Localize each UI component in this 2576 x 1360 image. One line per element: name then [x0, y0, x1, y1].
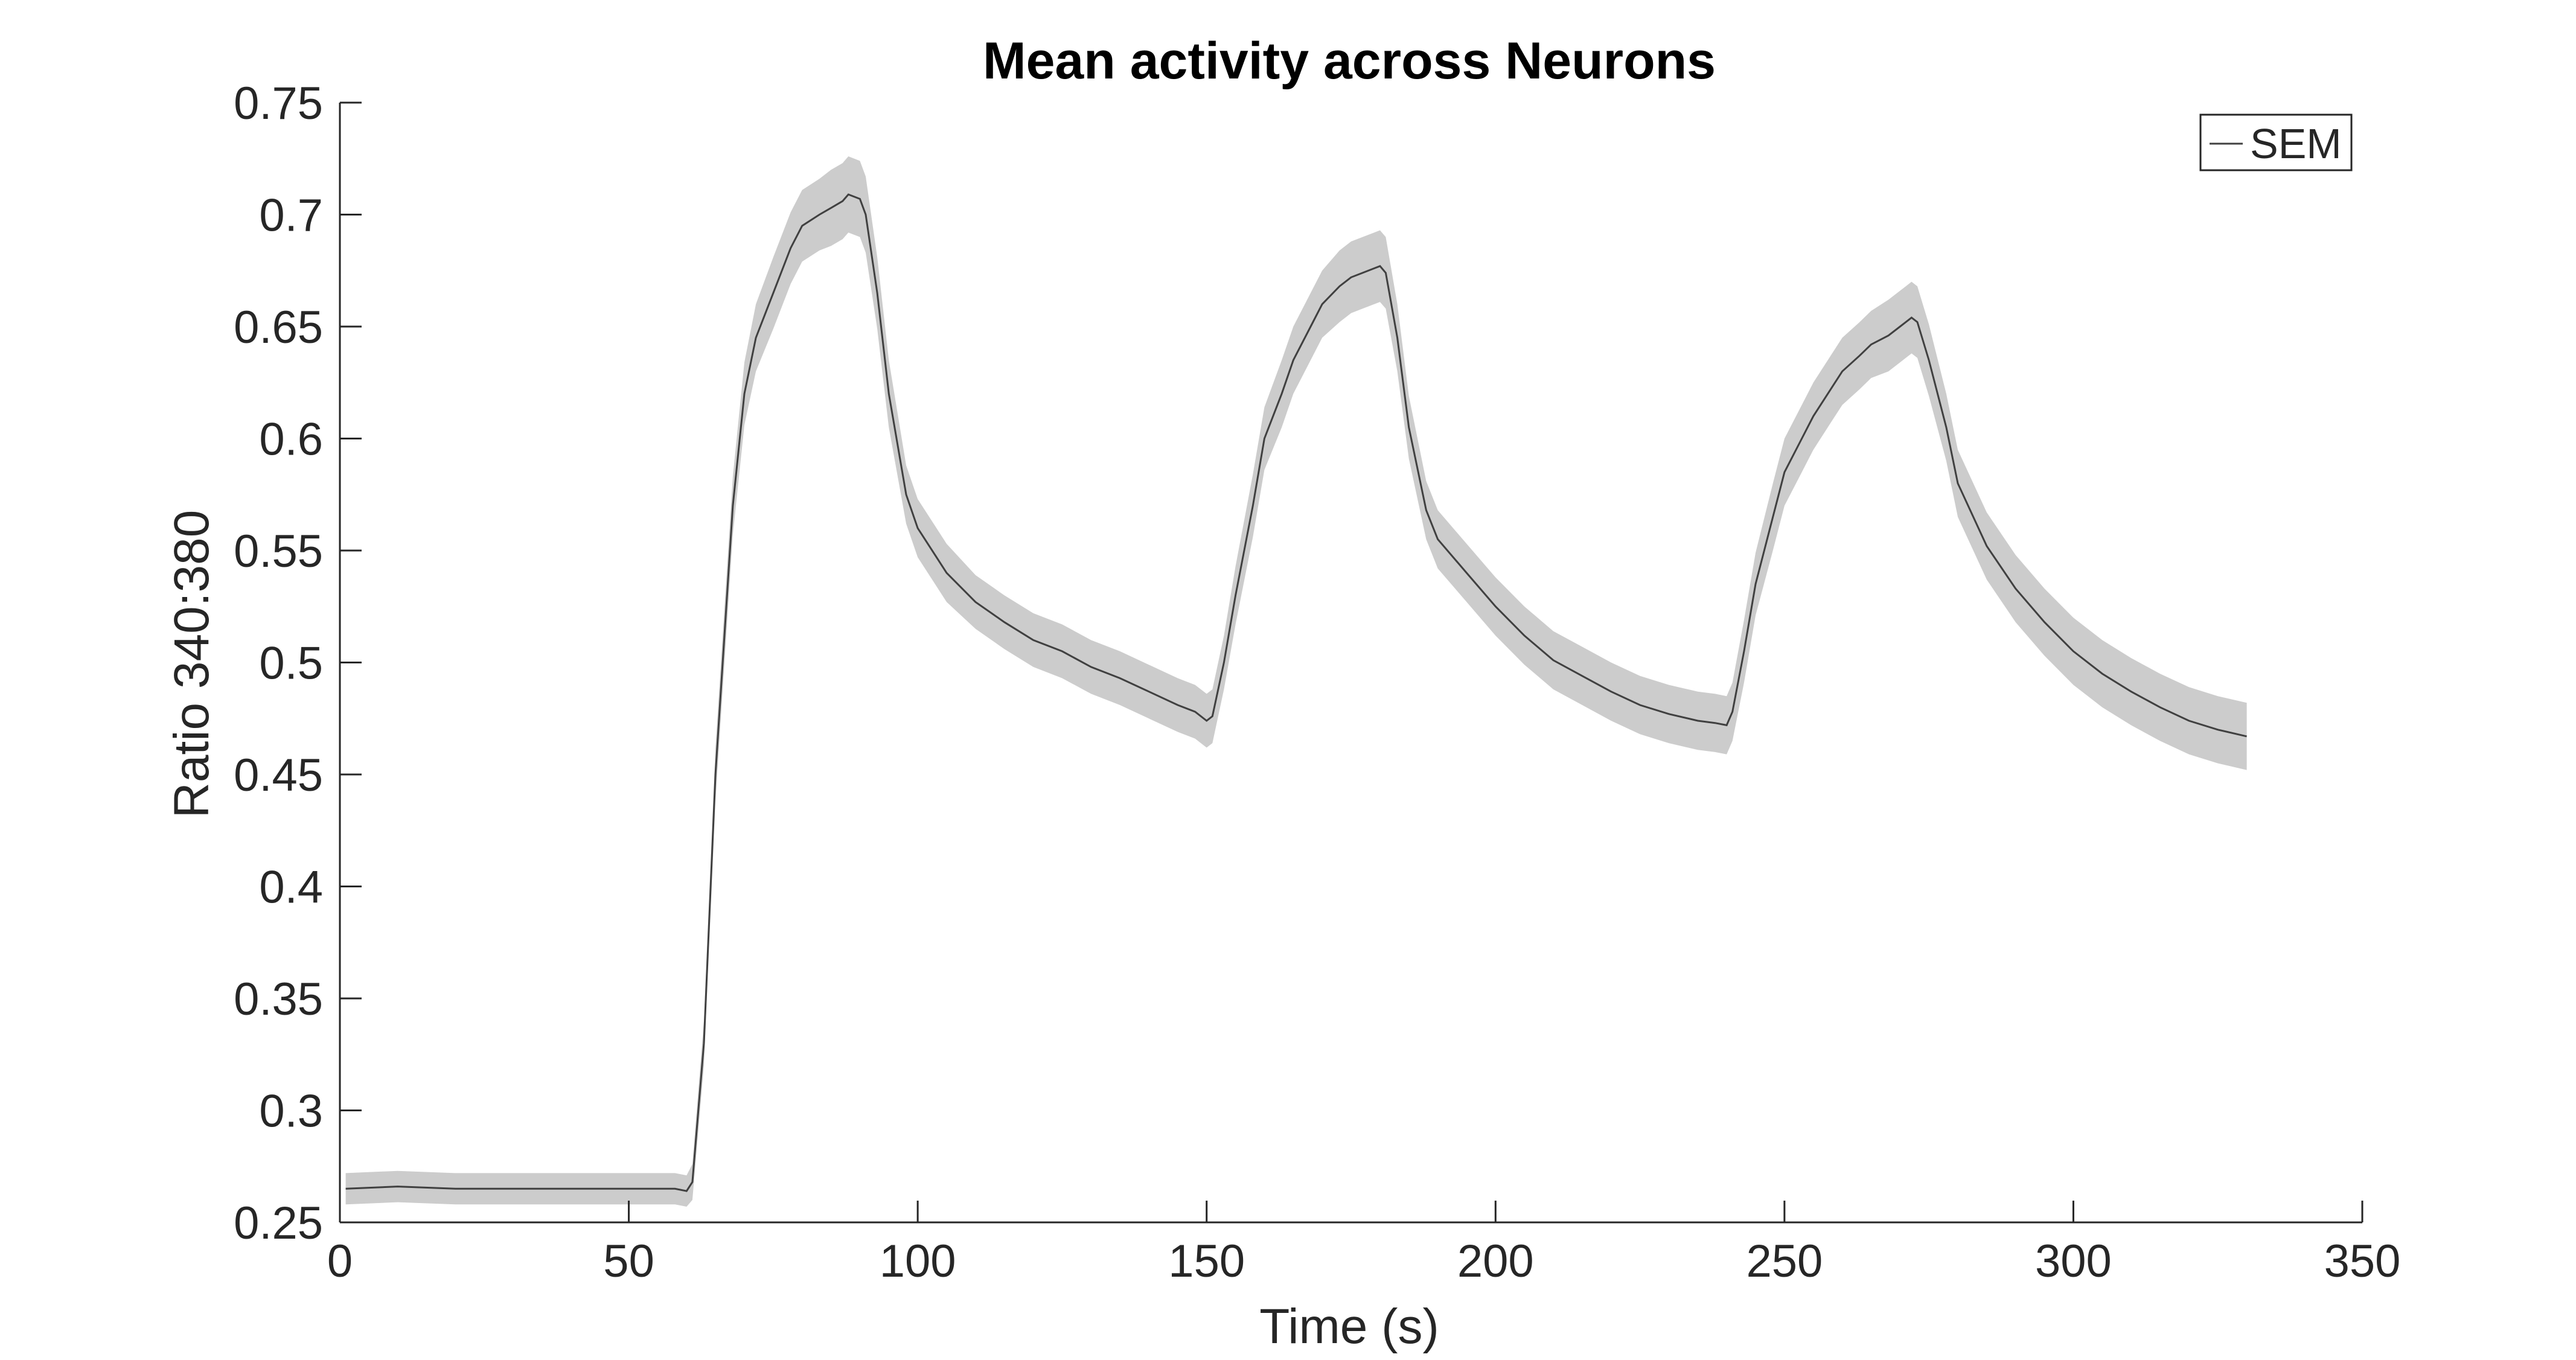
sem-band	[345, 156, 2247, 1207]
y-tick-label: 0.75	[234, 78, 323, 129]
x-tick-label: 0	[327, 1236, 353, 1287]
x-tick-label: 50	[603, 1236, 654, 1287]
x-tick-label: 150	[1168, 1236, 1245, 1287]
x-tick-label: 250	[1746, 1236, 1823, 1287]
y-tick-label: 0.35	[234, 974, 323, 1025]
y-tick-label: 0.4	[259, 862, 323, 913]
x-axis-label: Time (s)	[1259, 1299, 1439, 1354]
mean-activity-line	[345, 193, 2247, 1192]
legend: SEM	[2199, 113, 2353, 171]
y-tick-label: 0.55	[234, 526, 323, 577]
x-tick-label: 100	[880, 1236, 956, 1287]
y-tick-label: 0.65	[234, 302, 323, 353]
x-tick-label: 350	[2324, 1236, 2401, 1287]
y-tick-label: 0.5	[259, 638, 323, 689]
y-tick-label: 0.3	[259, 1086, 323, 1137]
plot-area	[345, 156, 2247, 1207]
legend-box	[2199, 113, 2353, 171]
axes: 0 50 100 150 200 250 300 350 0.25 0.3 0.35 0.4 0.45 0…	[234, 78, 2400, 1287]
y-axis-label: Ratio 340:380	[164, 510, 219, 819]
legend-entry-sem: SEM	[2250, 120, 2342, 167]
y-tick-label: 0.6	[259, 414, 323, 465]
y-tick-label: 0.7	[259, 190, 323, 241]
chart-title: Mean activity across Neurons	[983, 32, 1716, 90]
y-tick-label: 0.45	[234, 750, 323, 801]
x-tick-label: 200	[1457, 1236, 1534, 1287]
x-tick-label: 300	[2035, 1236, 2112, 1287]
y-tick-label: 0.25	[234, 1198, 323, 1249]
